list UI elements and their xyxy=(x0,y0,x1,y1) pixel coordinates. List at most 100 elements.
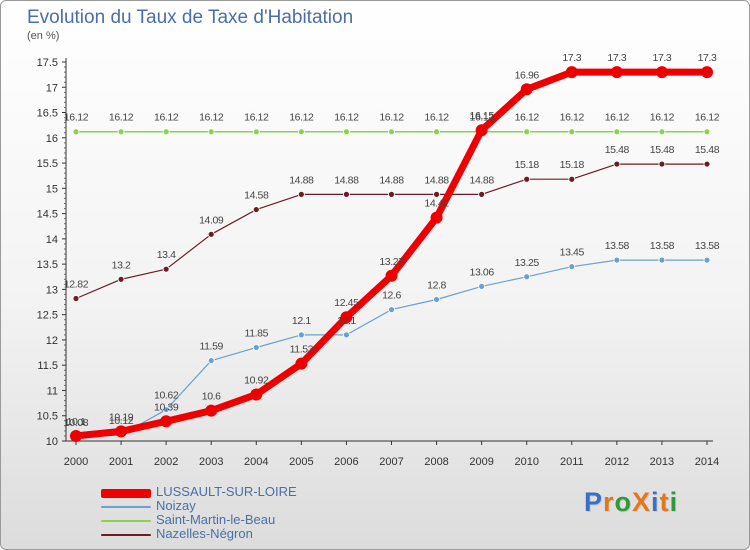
data-point-nazelles-negron xyxy=(388,190,395,198)
y-tick-label: 11.5 xyxy=(37,360,58,372)
data-label-saint-martin-le-beau: 16.12 xyxy=(154,112,179,124)
data-point-nazelles-negron xyxy=(658,160,666,168)
x-tick-label: 2010 xyxy=(514,456,538,468)
data-label-noizay: 10.62 xyxy=(154,390,179,402)
x-tick-label: 2014 xyxy=(695,456,719,468)
data-point-noizay xyxy=(388,306,395,314)
data-label-nazelles-negron: 13.2 xyxy=(112,259,131,271)
data-label-noizay: 12.1 xyxy=(337,315,356,327)
data-point-saint-martin-le-beau xyxy=(117,128,125,136)
data-point-nazelles-negron xyxy=(703,160,711,168)
data-point-lussault-sur-loire xyxy=(475,124,488,137)
data-label-nazelles-negron: 14.58 xyxy=(244,190,269,202)
x-tick-label: 2004 xyxy=(244,456,268,468)
data-point-saint-martin-le-beau xyxy=(658,128,666,136)
data-point-nazelles-negron xyxy=(343,190,350,198)
data-point-nazelles-negron xyxy=(117,275,125,283)
data-point-saint-martin-le-beau xyxy=(613,128,621,136)
data-label-noizay: 11.85 xyxy=(245,328,269,340)
proxiti-logo: ProXiti xyxy=(584,487,679,517)
data-label-lussault-sur-loire: 10.1 xyxy=(67,416,86,428)
y-tick-label: 10 xyxy=(46,436,58,448)
data-point-saint-martin-le-beau xyxy=(252,128,260,136)
data-point-saint-martin-le-beau xyxy=(343,128,350,136)
data-label-nazelles-negron: 15.48 xyxy=(695,144,720,156)
data-label-lussault-sur-loire: 17.3 xyxy=(653,52,672,64)
data-label-noizay: 12.1 xyxy=(292,315,311,327)
y-tick-label: 16 xyxy=(46,133,58,145)
y-tick-label: 12.5 xyxy=(37,310,58,322)
data-point-saint-martin-le-beau xyxy=(388,128,395,136)
y-tick-label: 16.5 xyxy=(37,108,58,120)
data-label-nazelles-negron: 15.48 xyxy=(605,144,630,156)
data-label-saint-martin-le-beau: 16.12 xyxy=(515,112,540,124)
data-label-saint-martin-le-beau: 16.12 xyxy=(424,112,449,124)
data-label-noizay: 13.06 xyxy=(470,266,495,278)
data-point-noizay xyxy=(207,357,215,365)
data-point-lussault-sur-loire xyxy=(610,66,623,79)
data-point-nazelles-negron xyxy=(162,265,170,273)
data-label-nazelles-negron: 15.18 xyxy=(515,159,540,171)
y-tick-label: 14 xyxy=(46,234,58,246)
data-label-saint-martin-le-beau: 16.12 xyxy=(560,112,585,124)
data-point-lussault-sur-loire xyxy=(160,415,173,428)
x-tick-label: 2003 xyxy=(199,456,223,468)
data-point-saint-martin-le-beau xyxy=(297,128,305,136)
data-point-saint-martin-le-beau xyxy=(207,128,215,136)
data-label-saint-martin-le-beau: 16.12 xyxy=(605,112,630,124)
data-point-lussault-sur-loire xyxy=(565,66,578,79)
data-point-nazelles-negron xyxy=(252,206,260,213)
data-point-nazelles-negron xyxy=(523,175,531,183)
data-label-nazelles-negron: 14.88 xyxy=(424,174,449,186)
data-point-noizay xyxy=(613,256,621,264)
data-point-noizay xyxy=(162,406,170,414)
legend-label: Noizay xyxy=(156,498,196,513)
x-tick-label: 2007 xyxy=(379,456,403,468)
legend-swatch xyxy=(101,534,151,536)
data-label-nazelles-negron: 14.88 xyxy=(470,174,495,186)
legend-label: Nazelles-Négron xyxy=(156,526,253,541)
data-point-nazelles-negron xyxy=(207,230,215,238)
data-point-lussault-sur-loire xyxy=(295,357,308,370)
data-label-saint-martin-le-beau: 16.12 xyxy=(650,112,675,124)
y-tick-label: 13.5 xyxy=(37,259,58,271)
data-label-saint-martin-le-beau: 16.12 xyxy=(470,112,495,124)
x-tick-label: 2011 xyxy=(560,456,584,468)
data-point-saint-martin-le-beau xyxy=(703,128,711,136)
data-label-nazelles-negron: 15.18 xyxy=(560,159,585,171)
x-tick-label: 2002 xyxy=(154,456,178,468)
data-point-saint-martin-le-beau xyxy=(433,128,440,136)
y-tick-label: 12 xyxy=(46,335,58,347)
legend-swatch xyxy=(101,506,151,508)
data-point-saint-martin-le-beau xyxy=(72,128,80,136)
data-label-nazelles-negron: 15.48 xyxy=(650,144,675,156)
data-label-saint-martin-le-beau: 16.12 xyxy=(109,112,134,124)
data-label-noizay: 12.8 xyxy=(427,280,446,292)
data-label-lussault-sur-loire: 10.92 xyxy=(244,375,269,387)
data-label-lussault-sur-loire: 16.15 xyxy=(470,110,495,122)
data-point-lussault-sur-loire xyxy=(385,269,398,282)
x-tick-label: 2013 xyxy=(650,456,674,468)
data-point-lussault-sur-loire xyxy=(250,388,263,401)
data-label-lussault-sur-loire: 10.6 xyxy=(202,391,221,403)
data-label-lussault-sur-loire: 14.42 xyxy=(424,198,449,210)
data-label-noizay: 11.59 xyxy=(199,341,223,353)
data-point-noizay xyxy=(703,256,711,264)
data-label-lussault-sur-loire: 10.39 xyxy=(154,401,179,413)
data-label-noizay: 10.12 xyxy=(109,415,134,427)
data-point-nazelles-negron xyxy=(478,190,486,198)
data-label-noizay: 12.6 xyxy=(382,290,401,302)
data-label-lussault-sur-loire: 13.27 xyxy=(379,256,404,268)
data-point-noizay xyxy=(658,256,666,264)
data-point-saint-martin-le-beau xyxy=(523,128,531,136)
data-point-lussault-sur-loire xyxy=(205,404,218,417)
data-label-lussault-sur-loire: 10.19 xyxy=(109,411,134,423)
data-label-noizay: 13.58 xyxy=(650,240,675,252)
data-point-nazelles-negron xyxy=(72,295,80,302)
data-label-saint-martin-le-beau: 16.12 xyxy=(334,112,359,124)
data-point-lussault-sur-loire xyxy=(430,211,443,224)
x-tick-label: 2006 xyxy=(334,456,358,468)
data-label-noizay: 10.08 xyxy=(64,417,89,429)
data-label-lussault-sur-loire: 17.3 xyxy=(562,52,581,64)
